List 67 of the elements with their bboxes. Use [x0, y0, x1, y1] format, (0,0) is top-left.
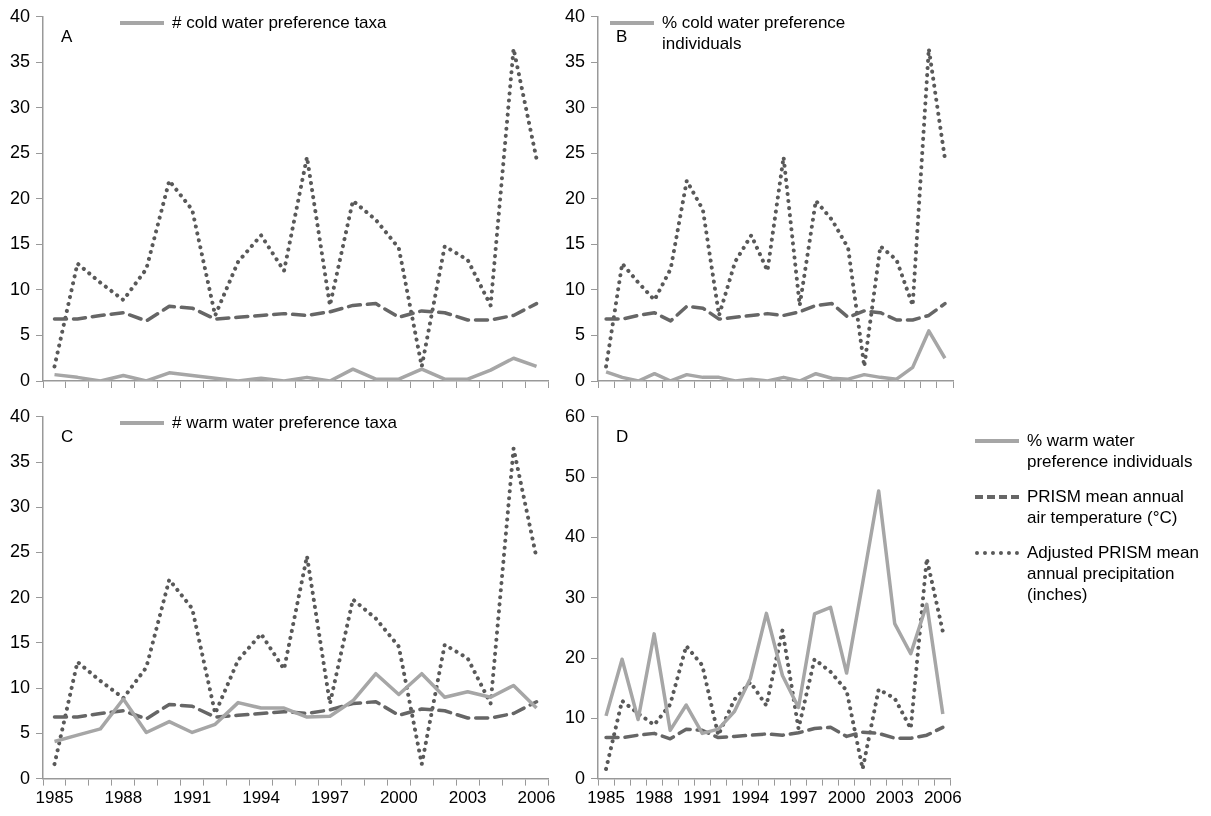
- x-tick-label: 1988: [104, 788, 143, 808]
- y-tick-label: 15: [9, 233, 31, 254]
- legend-label: Adjusted PRISM mean annual precipitation (inches): [1027, 542, 1200, 605]
- line-series: [604, 556, 945, 771]
- y-tick-label: 40: [564, 526, 586, 547]
- annotation: D: [616, 426, 629, 446]
- line-series: [52, 46, 539, 369]
- x-tick-label: 1991: [683, 788, 722, 808]
- y-tick-label: 25: [9, 142, 31, 163]
- x-tick-label: 1985: [35, 788, 74, 808]
- y-tick-label: 20: [564, 187, 586, 208]
- x-tick-label: 1997: [311, 788, 349, 808]
- x-tick-label: 1994: [731, 788, 770, 808]
- x-tick-label: 2006: [517, 788, 556, 808]
- line-series: [604, 725, 945, 741]
- x-tick-label: 1997: [779, 788, 818, 808]
- x-tick-label: 2000: [827, 788, 866, 808]
- legend-label: # warm water preference taxa: [172, 412, 397, 433]
- y-tick-label: 30: [564, 586, 586, 607]
- y-tick-label: 10: [9, 278, 31, 299]
- y-tick-label: 35: [564, 51, 586, 72]
- y-tick-label: 0: [20, 369, 31, 390]
- line-series: [52, 446, 539, 767]
- y-tick-label: 40: [9, 5, 31, 26]
- y-tick-label: 5: [575, 324, 586, 345]
- x-tick-label: 2000: [379, 788, 418, 808]
- y-tick-label: 50: [564, 466, 586, 487]
- legend-label: PRISM mean annual air temperature (°C): [1027, 486, 1185, 528]
- y-tick-label: 25: [9, 541, 31, 562]
- y-tick-label: 10: [9, 677, 31, 698]
- y-tick-label: 30: [9, 96, 31, 117]
- y-tick-label: 40: [9, 405, 31, 426]
- y-tick-label: 0: [20, 767, 31, 788]
- x-tick-label: 1991: [173, 788, 212, 808]
- legend-label: # cold water preference taxa: [172, 12, 387, 33]
- y-tick-label: 15: [564, 233, 586, 254]
- x-tick-label: 2006: [923, 788, 962, 808]
- y-tick-label: 15: [9, 631, 31, 652]
- x-tick-label: 1985: [587, 788, 625, 808]
- y-tick-label: 60: [564, 405, 586, 426]
- legend-label: % cold water preference individuals: [662, 12, 847, 54]
- y-tick-label: 30: [9, 496, 31, 517]
- annotation: A: [61, 26, 74, 46]
- annotation: C: [61, 426, 74, 446]
- y-tick-label: 0: [575, 767, 586, 788]
- legend-label: % warm water preference individuals: [1027, 430, 1194, 472]
- x-tick-label: 2003: [875, 788, 914, 808]
- y-tick-label: 20: [9, 187, 31, 208]
- line-series: [604, 301, 947, 323]
- y-tick-label: 5: [20, 722, 31, 743]
- y-tick-label: 20: [9, 586, 31, 607]
- y-tick-label: 5: [20, 324, 31, 345]
- y-tick-label: 20: [564, 646, 586, 667]
- annotation: B: [616, 26, 628, 46]
- x-tick-label: 1988: [635, 788, 674, 808]
- y-tick-label: 10: [564, 707, 586, 728]
- y-tick-label: 0: [575, 369, 586, 390]
- y-tick-label: 35: [9, 51, 31, 72]
- y-tick-label: 10: [564, 278, 586, 299]
- y-tick-label: 25: [564, 142, 586, 163]
- x-tick-label: 1994: [242, 788, 280, 808]
- x-tick-label: 2003: [448, 788, 487, 808]
- line-series: [52, 301, 539, 323]
- y-tick-label: 35: [9, 450, 31, 471]
- y-tick-label: 40: [564, 5, 586, 26]
- y-tick-label: 30: [564, 96, 586, 117]
- line-series: [52, 699, 539, 721]
